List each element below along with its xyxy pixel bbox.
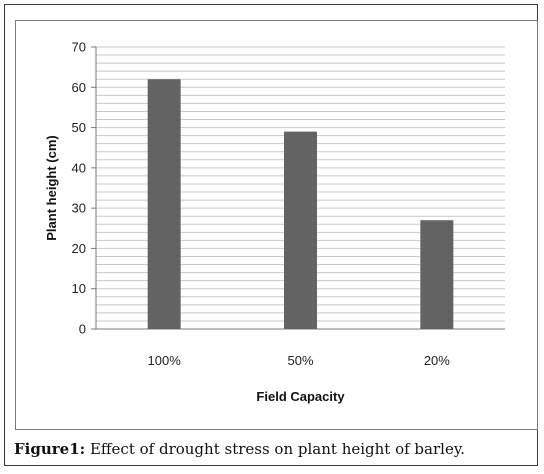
bar <box>284 131 317 329</box>
caption-text: Effect of drought stress on plant height… <box>85 440 466 458</box>
y-tick-label: 70 <box>72 40 86 55</box>
caption-label: Figure1: <box>14 440 86 458</box>
figure-caption: Figure1: Effect of drought stress on pla… <box>14 440 534 458</box>
y-tick-label: 40 <box>72 160 86 175</box>
y-tick-label: 60 <box>72 80 86 95</box>
y-axis-title: Plant height (cm) <box>44 135 59 240</box>
y-tick-label: 50 <box>72 120 86 135</box>
bar <box>147 79 181 329</box>
bar <box>420 220 454 329</box>
y-tick-label: 0 <box>79 322 86 337</box>
x-tick-label: 20% <box>424 353 450 368</box>
y-tick-label: 20 <box>72 241 86 256</box>
x-tick-label: 50% <box>287 353 313 368</box>
y-tick-label: 10 <box>72 281 86 296</box>
x-axis-title: Field Capacity <box>256 389 345 404</box>
y-tick-label: 30 <box>72 201 86 216</box>
x-tick-label: 100% <box>148 353 182 368</box>
